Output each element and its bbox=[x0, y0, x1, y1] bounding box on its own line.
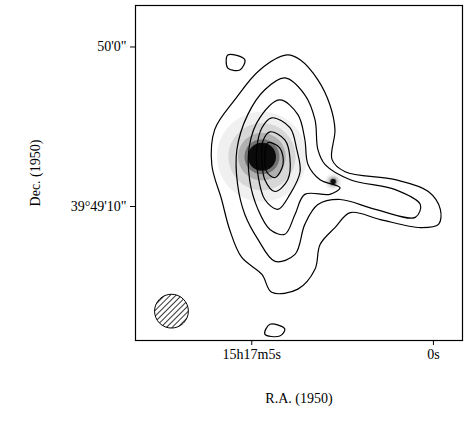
svg-text:0s: 0s bbox=[427, 347, 439, 362]
svg-text:15h17m5s: 15h17m5s bbox=[223, 347, 281, 362]
svg-text:Dec. (1950): Dec. (1950) bbox=[28, 139, 44, 206]
svg-text:39°49'10": 39°49'10" bbox=[71, 199, 127, 214]
svg-text:50'0": 50'0" bbox=[97, 39, 126, 54]
svg-text:R.A. (1950): R.A. (1950) bbox=[265, 391, 333, 407]
